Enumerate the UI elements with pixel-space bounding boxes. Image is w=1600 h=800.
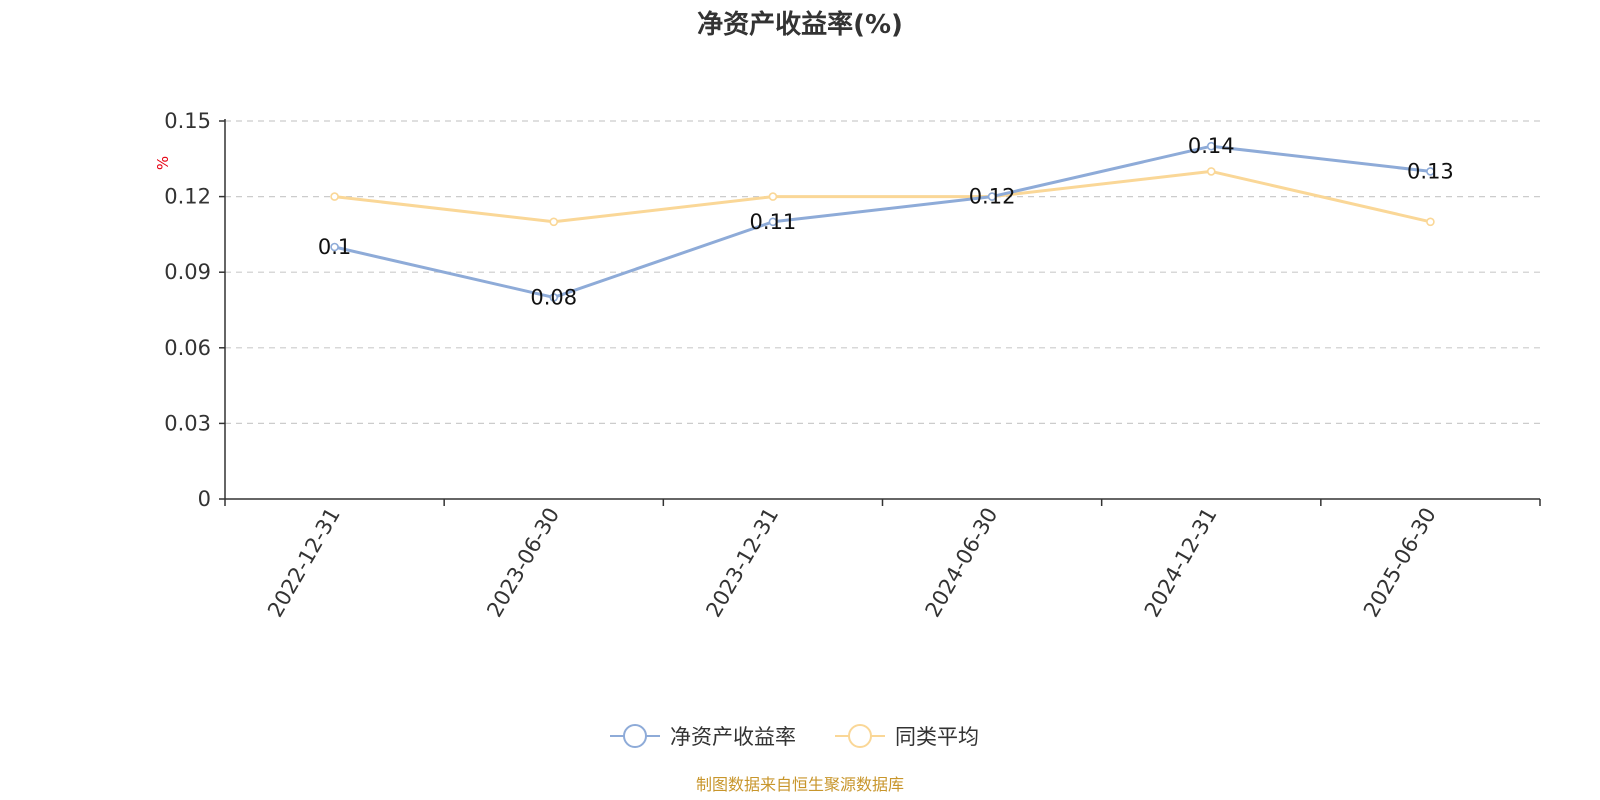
legend[interactable]: 净资产收益率 同类平均: [610, 724, 979, 749]
x-tick-label: 2024-12-31: [1140, 504, 1222, 622]
y-tick-label: 0.15: [164, 109, 211, 133]
y-axis-unit: %: [154, 156, 172, 170]
data-label: 0.08: [530, 285, 577, 309]
data-point: [330, 242, 339, 252]
y-tick-label: 0: [198, 487, 211, 511]
chart-title: 净资产收益率(%): [697, 9, 903, 40]
data-point: [549, 217, 559, 227]
x-tick-label: 2022-12-31: [263, 504, 345, 622]
data-point: [1206, 141, 1216, 151]
x-tick-label: 2023-12-31: [701, 504, 783, 622]
series-line-1: [334, 169, 1431, 224]
series-line-0: [334, 144, 1431, 299]
y-tick-label: 0.06: [164, 336, 211, 360]
data-point: [768, 192, 778, 201]
data-point: [1426, 217, 1435, 227]
data-label: 0.11: [750, 210, 797, 234]
data-label: 0.13: [1407, 159, 1454, 183]
x-tick-label: 2023-06-30: [482, 504, 564, 622]
data-point: [987, 192, 997, 201]
y-tick-label: 0.03: [164, 411, 211, 435]
y-axis-ticks: 0 0.03 0.06 0.09 0.12 0.15: [164, 109, 225, 511]
legend-marker: [623, 724, 647, 748]
data-label: 0.14: [1188, 134, 1235, 158]
series-group: [330, 141, 1435, 302]
data-point: [768, 217, 778, 227]
data-point: [1426, 167, 1435, 176]
source-note: 制图数据来自恒生聚源数据库: [696, 775, 904, 794]
legend-marker: [848, 724, 872, 748]
data-labels: 0.1 0.08 0.11 0.12 0.14 0.13: [318, 134, 1454, 309]
grid-lines: [225, 120, 1540, 424]
y-tick-label: 0.12: [164, 185, 211, 209]
x-axis-ticks: 2022-12-31 2023-06-30 2023-12-31 2024-06-30…: [224, 499, 1541, 622]
legend-label: 同类平均: [895, 725, 979, 749]
axes: [224, 119, 1540, 500]
legend-item-0[interactable]: 净资产收益率: [610, 724, 796, 749]
legend-item-1[interactable]: 同类平均: [835, 724, 979, 749]
data-label: 0.1: [318, 235, 351, 259]
legend-label: 净资产收益率: [670, 725, 796, 749]
data-point: [330, 192, 339, 201]
data-point: [1206, 167, 1216, 176]
data-label: 0.12: [969, 185, 1016, 209]
x-tick-label: 2025-06-30: [1359, 504, 1441, 622]
data-point: [549, 293, 559, 302]
y-tick-label: 0.09: [164, 260, 211, 284]
x-tick-label: 2024-06-30: [921, 503, 1003, 621]
